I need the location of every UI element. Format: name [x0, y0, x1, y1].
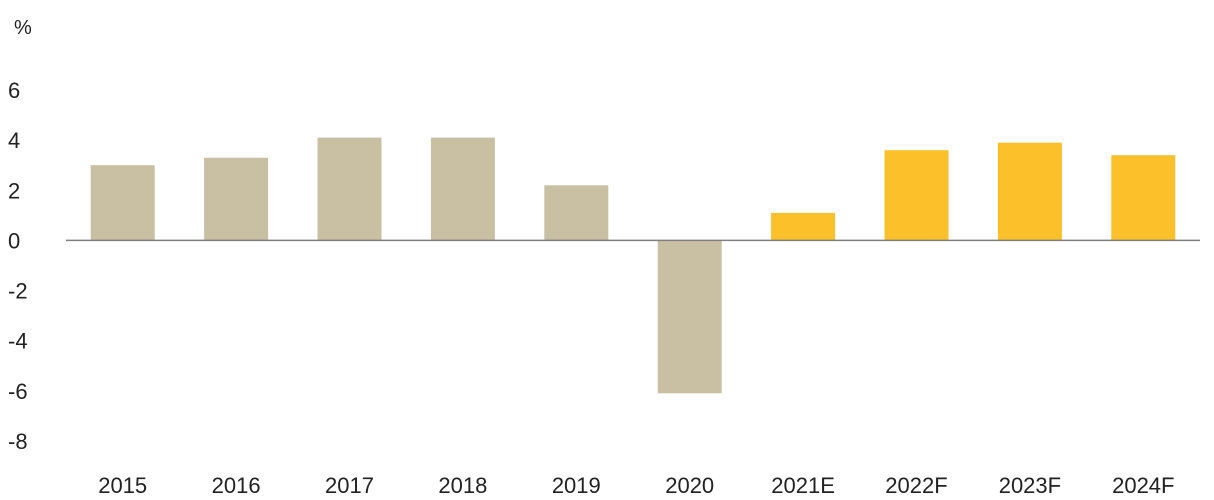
bar-2022F — [884, 150, 949, 241]
bar-2024F — [1111, 155, 1176, 241]
bar-2015 — [90, 165, 155, 241]
y-axis-ticks: 6 4 2 0 -2 -4 -6 -8 — [8, 78, 28, 454]
x-tick-label: 2020 — [665, 473, 714, 498]
x-tick-label: 2023F — [999, 473, 1061, 498]
x-tick-label: 2021E — [771, 473, 835, 498]
y-tick-label: -8 — [8, 429, 28, 454]
x-tick-label: 2022F — [885, 473, 947, 498]
y-tick-label: -4 — [8, 329, 28, 354]
bar-2018 — [430, 137, 495, 241]
y-unit-label: % — [14, 17, 32, 39]
bar-2020 — [657, 240, 722, 394]
y-tick-label: -2 — [8, 279, 28, 304]
x-tick-label: 2018 — [438, 473, 487, 498]
bars — [90, 137, 1176, 394]
y-tick-label: 6 — [8, 78, 20, 103]
y-tick-label: 2 — [8, 178, 20, 203]
x-axis-ticks: 2015 2016 2017 2018 2019 2020 2021E 2022F 2023F 2… — [98, 473, 1174, 498]
x-tick-label: 2017 — [325, 473, 374, 498]
x-tick-label: 2015 — [98, 473, 147, 498]
bar-2021E — [771, 212, 836, 241]
bar-2019 — [544, 185, 609, 241]
bar-2017 — [317, 137, 382, 241]
y-tick-label: 4 — [8, 128, 20, 153]
bar-2023F — [997, 142, 1062, 241]
y-tick-label: -6 — [8, 379, 28, 404]
bar-2016 — [204, 157, 269, 241]
y-tick-label: 0 — [8, 228, 20, 253]
x-tick-label: 2019 — [552, 473, 601, 498]
x-tick-label: 2024F — [1112, 473, 1174, 498]
x-tick-label: 2016 — [212, 473, 261, 498]
